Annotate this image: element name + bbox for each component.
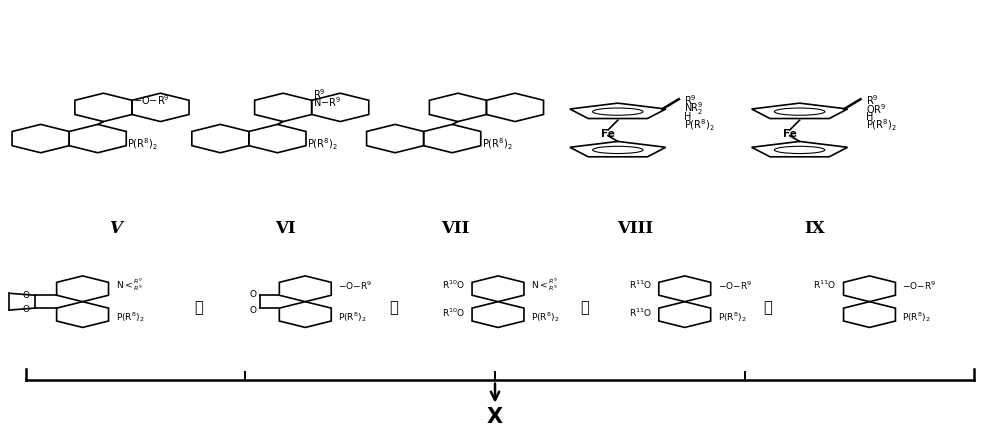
Text: P(R$^8$)$_2$: P(R$^8$)$_2$ [127,136,158,151]
Text: H: H [684,112,691,122]
Text: O: O [249,289,256,298]
Text: OR$^9$: OR$^9$ [866,101,886,115]
Text: P(R$^8$)$_2$: P(R$^8$)$_2$ [307,136,338,151]
Text: R$^{10}$O: R$^{10}$O [442,306,465,319]
Text: 或: 或 [194,300,203,315]
Text: NR$^9_2$: NR$^9_2$ [684,100,703,117]
Text: H: H [866,112,873,122]
Text: P(R$^8$)$_2$: P(R$^8$)$_2$ [718,310,746,324]
Text: IX: IX [804,219,825,237]
Text: R$^9$: R$^9$ [313,87,325,101]
Text: O: O [23,304,30,313]
Text: $-$O$-$R$^9$: $-$O$-$R$^9$ [133,93,170,107]
Text: O: O [23,290,30,299]
Text: $-$O$-$R$^9$: $-$O$-$R$^9$ [338,279,372,292]
Text: VI: VI [275,219,296,237]
Text: R$^{10}$O: R$^{10}$O [442,279,465,291]
Text: P(R$^8$)$_2$: P(R$^8$)$_2$ [902,310,931,324]
Text: $-$O$-$R$^9$: $-$O$-$R$^9$ [718,279,752,292]
Text: P(R$^8$)$_2$: P(R$^8$)$_2$ [116,310,144,324]
Text: Fe: Fe [601,129,615,138]
Text: N$<_{R^9}^{R^9}$: N$<_{R^9}^{R^9}$ [116,276,143,292]
Text: VIII: VIII [617,219,653,237]
Text: 或: 或 [581,300,589,315]
Text: P(R$^8$)$_2$: P(R$^8$)$_2$ [482,136,513,151]
Text: VII: VII [441,219,469,237]
Text: N$-$R$^9$: N$-$R$^9$ [313,95,341,109]
Text: V: V [109,219,122,237]
Text: N$<_{R^9}^{R^9}$: N$<_{R^9}^{R^9}$ [531,276,558,292]
Text: R$^9$: R$^9$ [866,93,878,107]
Text: 或: 或 [389,300,398,315]
Text: Fe: Fe [783,129,797,138]
Text: $\mathbf{X}$: $\mathbf{X}$ [486,406,504,427]
Text: P(R$^8$)$_2$: P(R$^8$)$_2$ [866,118,896,133]
Text: P(R$^8$)$_2$: P(R$^8$)$_2$ [338,310,367,324]
Text: 或: 或 [763,300,772,315]
Text: R$^{11}$O: R$^{11}$O [629,279,652,291]
Text: R$^{11}$O: R$^{11}$O [629,306,652,319]
Text: R$^9$: R$^9$ [684,93,696,107]
Text: P(R$^8$)$_2$: P(R$^8$)$_2$ [684,118,714,133]
Text: P(R$^8$)$_2$: P(R$^8$)$_2$ [531,310,559,324]
Text: O: O [249,305,256,314]
Text: $-$O$-$R$^9$: $-$O$-$R$^9$ [902,279,937,292]
Text: R$^{11}$O: R$^{11}$O [813,279,837,291]
